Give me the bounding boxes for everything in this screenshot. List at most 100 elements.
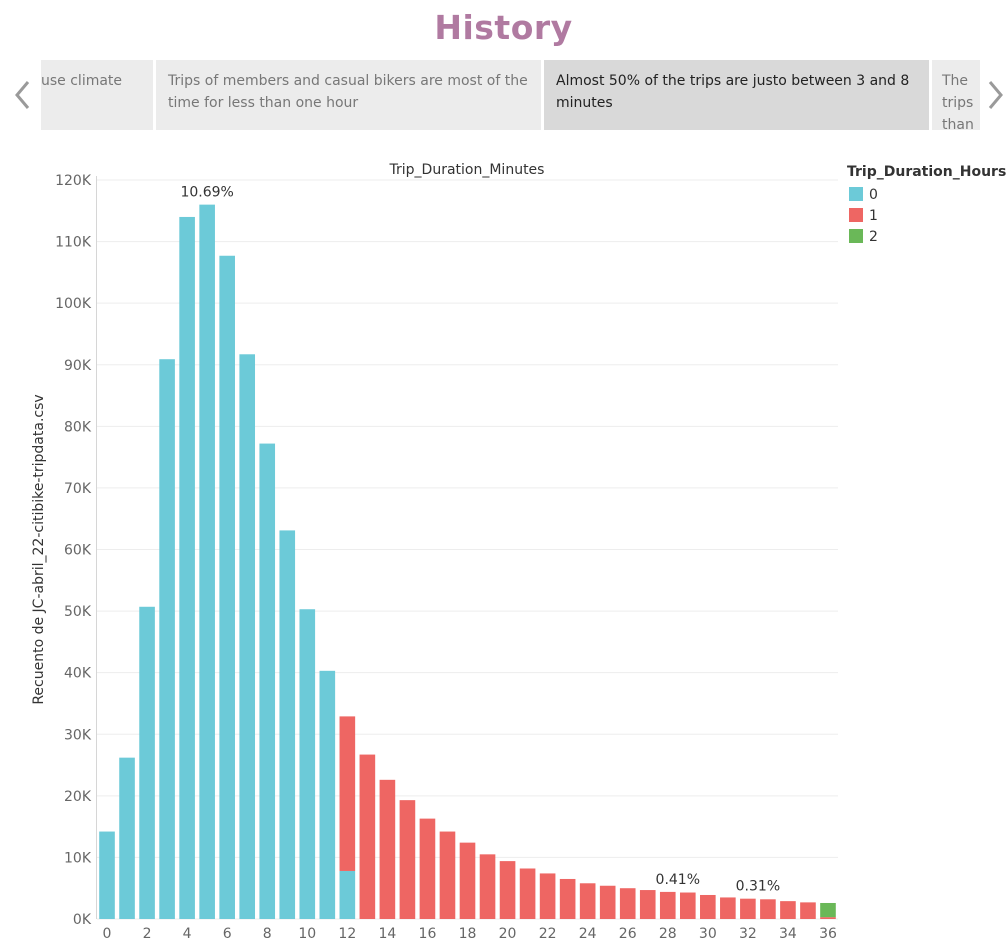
legend-label-1: 1 [869,208,878,224]
y-tick-label: 120K [55,173,92,189]
bar-24-series-1 [579,883,596,919]
bar-16-series-1 [419,818,436,919]
story-point-2-text: Trips of members and casual bikers are m… [168,73,528,111]
bar-11-series-0 [319,670,336,919]
y-tick-label: 70K [64,481,92,497]
x-tick-label: 14 [378,926,396,942]
bar-26-series-1 [619,888,636,919]
x-tick-label: 30 [699,926,717,942]
y-tick-label: 80K [64,419,92,435]
y-tick-label: 20K [64,789,92,805]
x-tick-label: 26 [619,926,637,942]
bar-28-series-1 [659,891,676,919]
bar-29-series-1 [679,892,696,919]
bar-27-series-1 [639,890,656,919]
bar-13-series-1 [359,754,376,919]
story-point-4-text: The trips than o [942,73,974,130]
bar-17-series-1 [439,831,456,919]
legend-swatch-1 [849,208,863,222]
y-tick-label: 110K [55,235,92,251]
y-axis-label: Recuento de JC-abril_22-citibike-tripdat… [31,394,47,704]
bar-23-series-1 [559,878,576,919]
x-tick-label: 34 [779,926,797,942]
y-tick-label: 90K [64,358,92,374]
x-tick-label: 0 [103,926,112,942]
legend-label-2: 2 [869,229,878,245]
bar-22-series-1 [539,873,556,919]
story-next-button[interactable] [984,78,1006,112]
chevron-right-icon [988,81,1003,109]
y-tick-label: 100K [55,296,92,312]
bar-30-series-1 [700,894,716,919]
bar-25-series-1 [599,885,616,919]
bar-34-series-1 [780,901,796,919]
bar-6-series-0 [219,255,235,919]
histogram-chart: Trip_Duration_Minutes0K10K20K30K40K50K60… [31,162,838,942]
bar-annotation: 0.31% [736,879,780,895]
bar-20-series-1 [499,861,516,919]
legend-title: Trip_Duration_Hours [847,164,1007,180]
bar-12-series-1 [339,716,356,871]
bar-10-series-0 [299,609,316,919]
story-prev-button[interactable] [12,78,34,112]
chart-title: Trip_Duration_Minutes [389,162,545,178]
x-tick-label: 4 [183,926,192,942]
legend-item-2[interactable]: 2 [849,229,878,245]
x-tick-label: 16 [419,926,437,942]
story-point-1-text: use climate [41,73,123,89]
bar-33-series-1 [760,899,776,919]
bar-15-series-1 [399,800,416,919]
legend-swatch-2 [849,229,863,243]
x-tick-label: 20 [499,926,517,942]
bar-9-series-0 [279,530,296,919]
x-tick-label: 32 [739,926,757,942]
x-tick-label: 2 [143,926,152,942]
x-tick-label: 12 [338,926,356,942]
legend-swatch-0 [849,187,863,201]
story-point-4[interactable]: The trips than o [932,60,980,130]
bar-4-series-0 [179,216,195,919]
legend-item-0[interactable]: 0 [849,187,878,203]
bar-36-series-2 [820,902,836,918]
chevron-left-icon [15,81,30,109]
y-tick-label: 60K [64,543,92,559]
x-tick-label: 36 [819,926,837,942]
bar-8-series-0 [259,443,276,919]
bar-12-series-0 [339,870,356,919]
x-tick-label: 8 [263,926,272,942]
story-point-3-text: Almost 50% of the trips are justo betwee… [556,73,910,111]
y-tick-label: 10K [64,850,92,866]
x-tick-label: 6 [223,926,232,942]
story-point-1[interactable]: use climate [41,60,153,130]
page-title: History [434,8,573,47]
legend-item-1[interactable]: 1 [849,208,878,224]
y-tick-label: 40K [64,666,92,682]
bar-14-series-1 [379,779,396,919]
x-tick-label: 24 [579,926,597,942]
x-tick-label: 28 [659,926,677,942]
bar-3-series-0 [159,359,175,919]
bar-31-series-1 [720,897,736,919]
story-point-3-active[interactable]: Almost 50% of the trips are justo betwee… [544,60,929,130]
bar-32-series-1 [740,898,756,919]
bar-19-series-1 [479,854,496,919]
bar-0-series-0 [99,831,115,919]
y-tick-label: 0K [73,912,92,928]
x-tick-label: 22 [539,926,557,942]
bar-36-series-1 [820,917,836,919]
bar-annotation: 10.69% [180,185,233,201]
legend-label-0: 0 [869,187,878,203]
bar-7-series-0 [239,354,256,919]
bar-2-series-0 [139,606,155,919]
bar-1-series-0 [119,757,135,919]
story-point-2[interactable]: Trips of members and casual bikers are m… [156,60,541,130]
bar-5-series-0 [199,204,215,920]
bar-annotation: 0.41% [656,872,700,888]
x-tick-label: 10 [298,926,316,942]
bar-21-series-1 [519,868,536,919]
bar-35-series-1 [800,902,816,919]
x-tick-label: 18 [459,926,477,942]
y-tick-label: 30K [64,727,92,743]
y-tick-label: 50K [64,604,92,620]
bar-18-series-1 [459,842,476,919]
